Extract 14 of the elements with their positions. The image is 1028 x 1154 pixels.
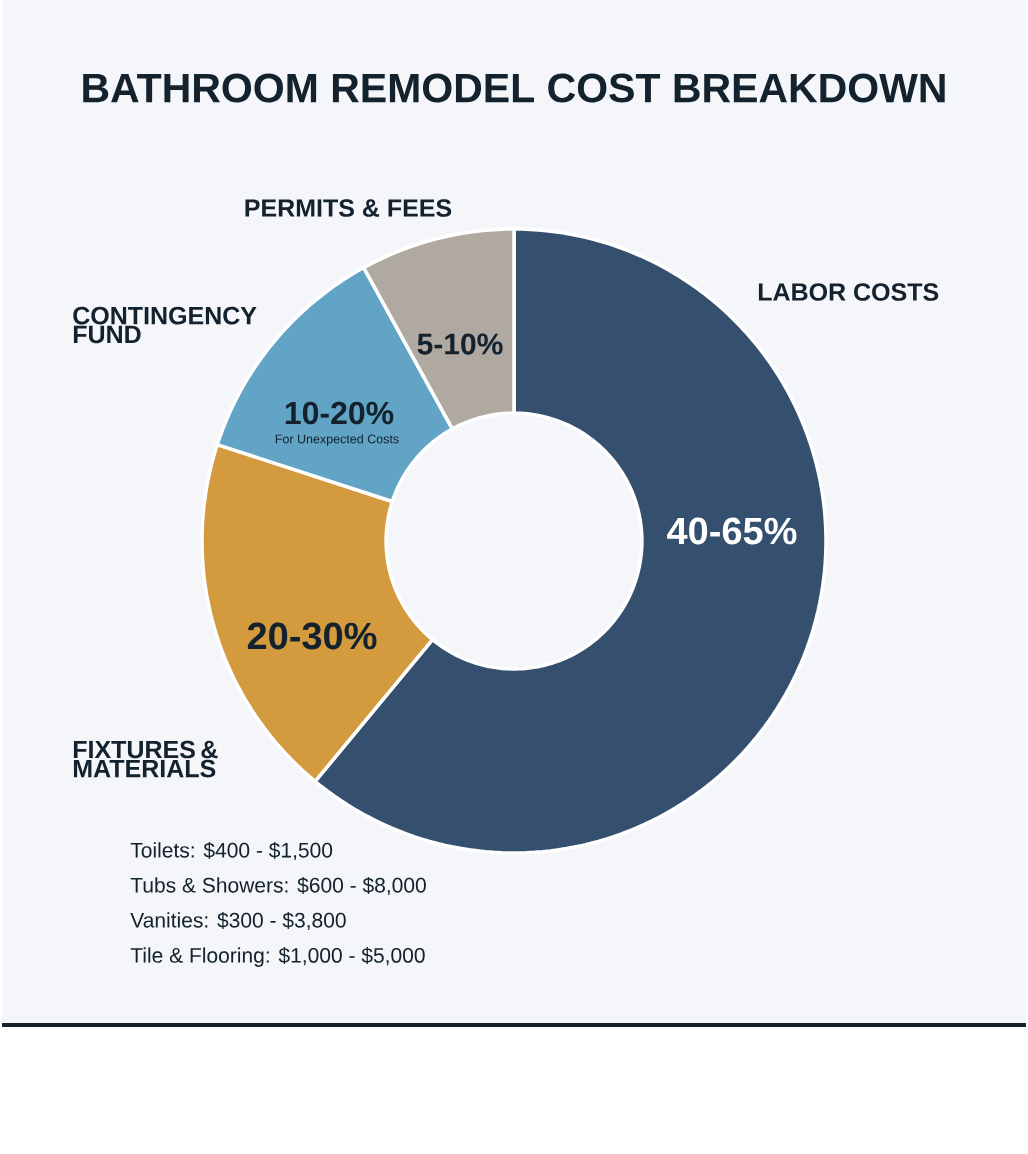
text: 5-10% (417, 333, 503, 355)
text: Vanities: $300 - $3,800 (130, 911, 346, 931)
slice-label: LABOR COSTS (758, 283, 939, 301)
slice-label: FIXTURES & MATERIALS (73, 740, 218, 778)
chart-title: BATHROOM REMODEL COST BREAKDOWN (83, 73, 945, 103)
slice-label: PERMITS & FEES (245, 199, 452, 217)
text: Tubs & Showers: $600 - $8,000 (130, 876, 426, 896)
slice-label: CONTINGENCY FUND (73, 306, 257, 344)
text: Tile & Flooring: $1,000 - $5,000 (130, 947, 425, 967)
text: Toilets: $400 - $1,500 (130, 841, 333, 861)
text: 40-65% (667, 517, 797, 545)
text: 10-20% (285, 401, 394, 425)
text: 20-30% (247, 622, 377, 650)
text: For Unexpected Costs (275, 434, 399, 446)
